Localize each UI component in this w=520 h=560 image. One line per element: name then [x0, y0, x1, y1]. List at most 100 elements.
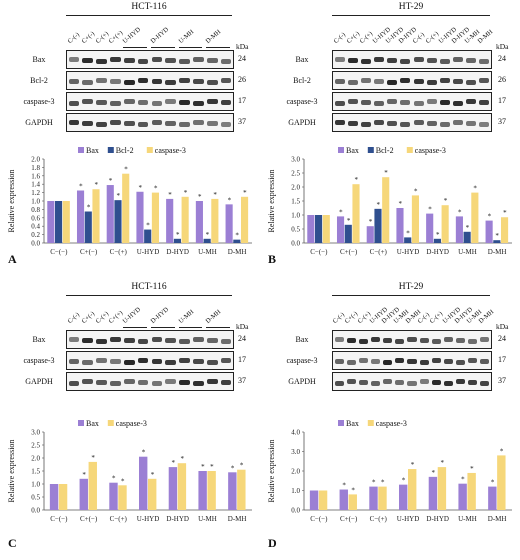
x-tick-label: C+(−): [80, 248, 98, 256]
blot-band: [193, 359, 204, 364]
x-tick-label: U-MH: [198, 515, 217, 523]
kda-header: kDa: [496, 322, 509, 331]
bar: [309, 490, 319, 510]
significance-marker: *: [377, 201, 381, 209]
bar: [225, 204, 233, 243]
bar: [203, 238, 211, 243]
lane-label: U-HYD: [121, 26, 143, 45]
lane-label: D-MH: [204, 28, 223, 45]
blot-kda: 17: [498, 355, 506, 364]
legend-swatch: [107, 420, 114, 426]
blot-band: [179, 59, 190, 64]
y-tick-label: 1.5: [291, 198, 300, 206]
legend-swatch: [107, 147, 114, 153]
significance-marker: *: [470, 465, 474, 473]
blot-band: [82, 80, 94, 85]
panel-title: HT-29: [398, 2, 424, 12]
significance-marker: *: [184, 189, 188, 197]
panel-letter: D: [268, 536, 277, 550]
bar: [458, 483, 467, 510]
bar: [47, 201, 55, 243]
blot-band: [374, 57, 385, 62]
significance-marker: *: [414, 187, 418, 195]
blot-band: [360, 100, 371, 105]
blot-image: [332, 71, 492, 90]
blot-band: [68, 381, 80, 386]
blot-band: [96, 78, 107, 83]
blot-band: [151, 381, 163, 386]
blot-kda: 37: [238, 117, 246, 126]
x-tick-label: C−(−): [50, 515, 68, 523]
bar: [314, 215, 323, 243]
lane-label: C+(-): [80, 310, 96, 325]
bar: [198, 471, 207, 510]
blot-band: [374, 101, 385, 106]
blot-band: [479, 59, 490, 64]
blot-band: [387, 121, 398, 126]
blot-band: [334, 79, 345, 84]
panel-c: HCT-116 C-(-) C+(-) C-(+) C+(+) U-HYD D-HYD U-M…: [0, 280, 260, 560]
x-tick-label: D-HYD: [426, 248, 449, 256]
blot-band: [370, 337, 381, 342]
legend-label: caspase-3: [376, 419, 407, 428]
blot-band: [96, 100, 107, 105]
blot-band: [419, 338, 429, 343]
blot-band: [151, 101, 163, 106]
blot-band: [151, 337, 163, 342]
blot-band: [179, 122, 190, 127]
lane-group-bracket: [178, 327, 203, 328]
x-tick-label: U-MH: [458, 248, 477, 256]
blot-band: [110, 57, 121, 62]
blot-band: [413, 120, 424, 125]
bar: [318, 490, 328, 510]
blot-band: [68, 120, 80, 125]
legend-label: caspase-3: [415, 146, 446, 155]
blot-name: caspase-3: [23, 97, 55, 106]
significance-marker: *: [347, 217, 351, 225]
y-tick-label: 2.0: [31, 156, 40, 164]
blot-band: [360, 59, 371, 64]
bar-chart: Bax Bcl-2 caspase-3 0.0 0.5 1.0 1.5 2.0 2.5 3.0 Re…: [267, 146, 512, 256]
significance-marker: *: [82, 471, 86, 479]
blot-band: [479, 100, 490, 105]
blot-kda: 24: [238, 54, 246, 63]
legend-label: Bax: [86, 146, 99, 155]
y-tick-label: 1.5: [31, 468, 40, 476]
lane-label: C-(+): [424, 30, 440, 45]
blot-band: [206, 121, 218, 126]
bar: [471, 192, 479, 243]
lane-group-bracket: [123, 47, 147, 48]
bar: [408, 469, 417, 510]
significance-marker: *: [151, 471, 155, 479]
lane-group-bracket: [206, 327, 230, 328]
lane-group-bracket: [178, 47, 203, 48]
blot-band: [123, 360, 135, 365]
blot-band: [431, 358, 441, 363]
bar: [168, 467, 178, 510]
panel-letter: B: [268, 252, 277, 266]
blot-band: [400, 59, 411, 64]
legend-swatch: [367, 420, 374, 426]
blot-band: [151, 79, 163, 84]
blot-band: [206, 99, 218, 104]
significance-marker: *: [500, 447, 504, 455]
legend-swatch: [338, 147, 344, 153]
blot-band: [400, 78, 411, 83]
x-tick-label: C−(−): [50, 248, 68, 256]
bar: [177, 463, 187, 510]
significance-marker: *: [351, 486, 355, 494]
blot-band: [347, 121, 358, 126]
blot-band: [387, 99, 398, 104]
x-tick-label: C−(+): [370, 248, 388, 256]
significance-marker: *: [198, 193, 202, 201]
significance-marker: *: [473, 185, 477, 193]
blot-band: [413, 79, 424, 84]
y-tick-label: 0.8: [31, 206, 40, 214]
blot-band: [220, 339, 232, 344]
legend-swatch: [146, 147, 153, 153]
blot-band: [137, 358, 149, 363]
bar: [233, 239, 241, 243]
lane-group-bracket: [151, 47, 175, 48]
bar: [322, 215, 330, 243]
blot-band: [383, 360, 393, 365]
